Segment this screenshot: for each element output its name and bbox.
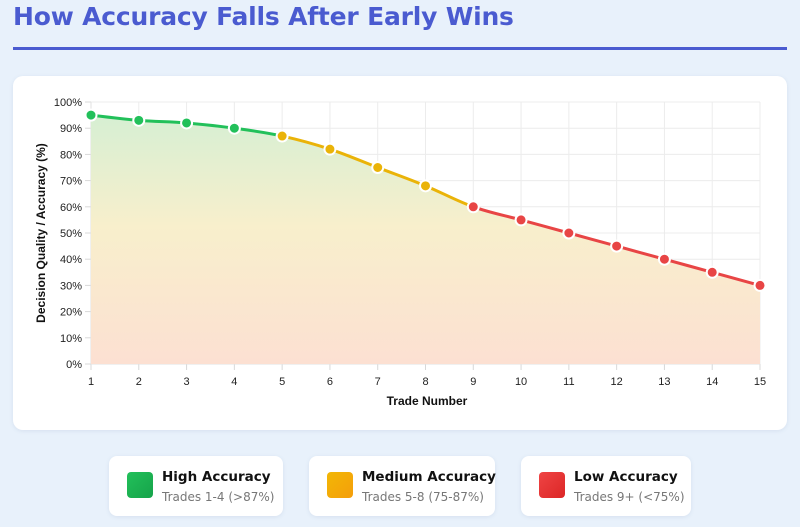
x-tick-label: 5 bbox=[279, 376, 285, 388]
x-tick-label: 8 bbox=[422, 376, 428, 388]
legend-title: High Accuracy bbox=[162, 469, 271, 485]
x-tick-label: 2 bbox=[136, 376, 142, 388]
legend-title: Medium Accuracy bbox=[362, 469, 496, 485]
data-point[interactable] bbox=[657, 252, 671, 266]
x-axis-title: Trade Number bbox=[387, 394, 468, 408]
y-tick-label: 0% bbox=[66, 359, 82, 371]
x-tick-label: 15 bbox=[754, 376, 766, 388]
x-tick-label: 10 bbox=[515, 376, 527, 388]
data-point[interactable] bbox=[610, 239, 624, 253]
x-tick-label: 1 bbox=[88, 376, 94, 388]
data-point[interactable] bbox=[514, 213, 528, 227]
data-point[interactable] bbox=[562, 226, 576, 240]
x-tick-label: 3 bbox=[184, 376, 190, 388]
y-tick-label: 10% bbox=[60, 333, 82, 345]
page-title: How Accuracy Falls After Early Wins bbox=[13, 2, 514, 31]
x-tick-label: 14 bbox=[706, 376, 718, 388]
data-point[interactable] bbox=[132, 113, 146, 127]
legend-item-medium: Medium Accuracy Trades 5-8 (75-87%) bbox=[309, 456, 496, 516]
legend: High Accuracy Trades 1-4 (>87%) Medium A… bbox=[0, 456, 800, 516]
y-axis-ticks: 0% 10% 20% 30% 40% 50% 60% 70% 80% 90% 100% bbox=[54, 97, 82, 371]
x-axis-ticks: 1 2 3 4 5 6 7 8 9 10 11 12 13 14 15 bbox=[88, 376, 766, 388]
data-points bbox=[84, 108, 767, 292]
legend-subtitle: Trades 9+ (<75%) bbox=[574, 490, 685, 504]
data-point[interactable] bbox=[227, 121, 241, 135]
y-tick-label: 70% bbox=[60, 176, 82, 188]
y-tick-label: 20% bbox=[60, 307, 82, 319]
x-tick-label: 13 bbox=[658, 376, 670, 388]
x-tick-label: 9 bbox=[470, 376, 476, 388]
y-axis-title: Decision Quality / Accuracy (%) bbox=[34, 143, 48, 323]
data-point[interactable] bbox=[323, 142, 337, 156]
y-tick-label: 40% bbox=[60, 254, 82, 266]
x-tick-label: 6 bbox=[327, 376, 333, 388]
data-point[interactable] bbox=[419, 179, 432, 193]
data-point[interactable] bbox=[371, 161, 385, 174]
low-accuracy-swatch-icon bbox=[539, 472, 565, 498]
y-tick-label: 90% bbox=[60, 123, 82, 135]
y-tick-label: 80% bbox=[60, 149, 82, 161]
high-accuracy-swatch-icon bbox=[127, 472, 153, 498]
legend-item-low: Low Accuracy Trades 9+ (<75%) bbox=[521, 456, 691, 516]
y-tick-label: 50% bbox=[60, 228, 82, 240]
y-tick-label: 100% bbox=[54, 97, 82, 109]
legend-title: Low Accuracy bbox=[574, 469, 678, 485]
y-tick-label: 30% bbox=[60, 280, 82, 292]
data-point[interactable] bbox=[753, 278, 767, 292]
data-point[interactable] bbox=[84, 108, 98, 122]
legend-item-high: High Accuracy Trades 1-4 (>87%) bbox=[109, 456, 283, 516]
data-point[interactable] bbox=[180, 116, 194, 130]
area-fill bbox=[91, 115, 760, 364]
legend-subtitle: Trades 5-8 (75-87%) bbox=[362, 490, 484, 504]
medium-accuracy-swatch-icon bbox=[327, 472, 353, 498]
x-tick-label: 4 bbox=[231, 376, 237, 388]
data-point[interactable] bbox=[466, 200, 480, 214]
data-point[interactable] bbox=[705, 265, 719, 279]
title-underline bbox=[13, 47, 787, 50]
x-tick-label: 12 bbox=[611, 376, 623, 388]
x-tick-label: 11 bbox=[563, 376, 574, 388]
data-point[interactable] bbox=[275, 129, 289, 143]
legend-subtitle: Trades 1-4 (>87%) bbox=[162, 490, 275, 504]
y-tick-label: 60% bbox=[60, 202, 82, 214]
x-tick-label: 7 bbox=[375, 376, 381, 388]
